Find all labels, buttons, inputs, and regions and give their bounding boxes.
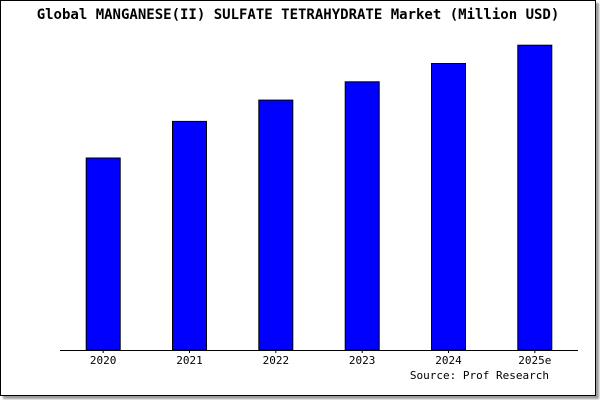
source-note: Source: Prof Research <box>410 369 549 382</box>
plot-background <box>60 30 578 350</box>
x-tick-label-2023: 2023 <box>349 354 376 367</box>
bar-series <box>85 44 553 351</box>
x-tick-label-2021: 2021 <box>176 354 203 367</box>
bar-2025e <box>517 44 553 351</box>
x-tick-label-2020: 2020 <box>90 354 117 367</box>
x-tick-label-2025e: 2025e <box>518 354 551 367</box>
chart-title: Global MANGANESE(II) SULFATE TETRAHYDRAT… <box>37 7 560 23</box>
x-tick-label-2024: 2024 <box>435 354 462 367</box>
x-axis-ticks: 2020 2021 2022 2023 2024 2025e <box>90 350 551 367</box>
bar-2024 <box>431 63 466 351</box>
bar-2020 <box>85 157 121 351</box>
x-tick-label-2022: 2022 <box>263 354 290 367</box>
plot-area <box>60 30 578 350</box>
bar-2022 <box>258 99 294 351</box>
bar-2021 <box>172 120 207 351</box>
bar-2023 <box>344 81 380 351</box>
